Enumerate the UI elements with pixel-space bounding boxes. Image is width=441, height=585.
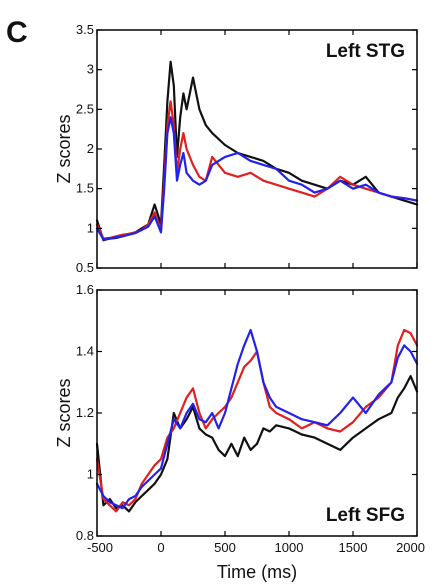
chart-left-stg: 0.5 1 1.5 2 2.5 3 3.5 Z scores Left STG	[54, 22, 419, 275]
y-tick-label: 1	[87, 467, 94, 482]
series-line-2	[95, 116, 419, 241]
series-line-0	[95, 375, 419, 513]
x-tick-label: 2000	[396, 540, 425, 555]
y-tick-label: 1.2	[76, 405, 94, 420]
tick-layer: -500 0 500 1000 1500 2000 0.8 1 1.2 1.4 1.6	[76, 282, 425, 555]
series-line-2	[95, 328, 419, 510]
x-axis-title: Time (ms)	[217, 562, 297, 582]
series-layer	[95, 328, 419, 513]
x-tick-label: 1000	[275, 540, 304, 555]
y-tick-label: 3	[87, 62, 94, 77]
series-layer	[95, 60, 419, 242]
y-tick-label: 0.8	[76, 528, 94, 543]
plot-frame	[96, 29, 418, 269]
series-line-0	[95, 60, 419, 242]
y-tick-label: 1.6	[76, 282, 94, 297]
y-tick-label: 2	[87, 141, 94, 156]
region-title: Left STG	[326, 41, 405, 62]
y-axis-title: Z scores	[54, 114, 74, 183]
tick-layer: 0.5 1 1.5 2 2.5 3 3.5	[76, 22, 418, 275]
plot-frame	[96, 289, 418, 537]
x-tick-label: -500	[87, 540, 113, 555]
y-axis-title: Z scores	[54, 378, 74, 447]
x-tick-label: 0	[157, 540, 164, 555]
y-tick-label: 0.5	[76, 260, 94, 275]
x-tick-label: 500	[214, 540, 236, 555]
panel-label: C	[6, 16, 28, 49]
series-line-1	[95, 100, 419, 240]
region-title: Left SFG	[326, 505, 405, 526]
y-tick-label: 2.5	[76, 101, 94, 116]
y-tick-label: 1.5	[76, 181, 94, 196]
x-tick-label: 1500	[339, 540, 368, 555]
chart-left-sfg: -500 0 500 1000 1500 2000 0.8 1 1.2 1.4 1.6 Z scor…	[54, 282, 425, 582]
y-tick-label: 1	[87, 220, 94, 235]
y-tick-label: 1.4	[76, 344, 94, 359]
y-tick-label: 3.5	[76, 22, 94, 37]
